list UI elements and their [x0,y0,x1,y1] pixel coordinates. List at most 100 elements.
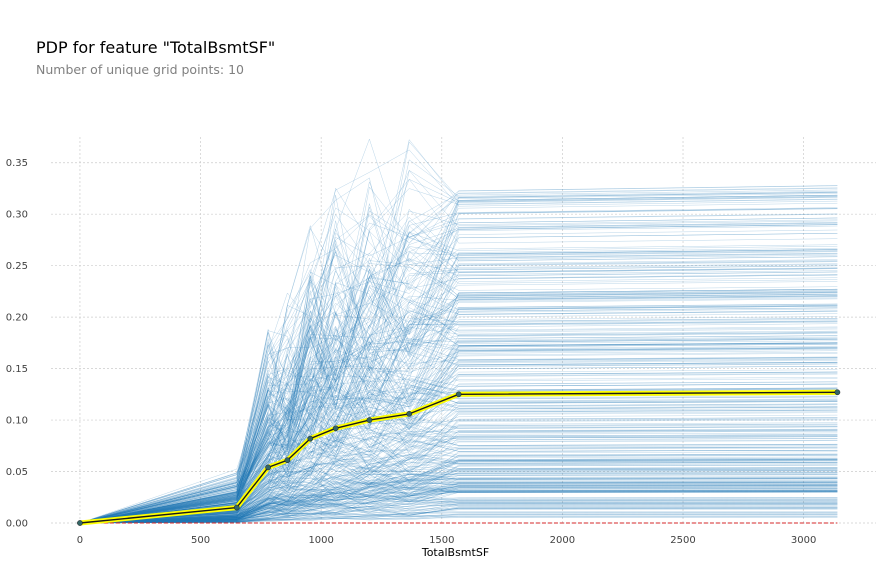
ice-line [79,189,838,524]
ice-line [79,438,838,524]
ice-line [79,323,838,524]
ice-line [79,373,838,524]
y-tick-label: 0.25 [6,261,28,272]
ice-line [79,237,838,524]
ice-line [79,485,838,524]
ice-line [79,417,838,524]
ice-line [79,473,838,524]
x-tick-label: 2500 [670,535,695,546]
ice-line [79,347,838,524]
ice-line [79,502,838,524]
pdp-point [406,411,413,417]
ice-line [79,488,838,524]
grid-layer [51,137,876,524]
ice-line [79,282,838,524]
ice-line [79,431,838,524]
ice-line [79,170,838,524]
ice-line [79,417,838,524]
ice-line [79,310,838,524]
ice-line [79,484,838,524]
ice-line [79,474,838,524]
ice-line [79,389,838,524]
ice-line [79,244,838,524]
ice-line [79,307,838,524]
ice-line [79,511,838,524]
ice-line [79,506,838,524]
ice-line [79,196,838,524]
ice-line [79,501,838,524]
ice-line [79,495,838,524]
ice-line [79,224,838,524]
ice-line [79,509,838,524]
ice-line [79,467,838,524]
y-tick-label: 0.00 [6,519,28,530]
ice-line [79,295,838,524]
ice-line [79,293,838,524]
ice-line [79,426,838,524]
ice-line [79,450,838,524]
ice-line [79,459,838,524]
ice-line [79,246,838,524]
ice-line [79,497,838,524]
ice-line [79,502,838,524]
ice-line [79,513,838,524]
ice-line [79,507,838,524]
ice-line [79,469,838,524]
ice-line [79,504,838,524]
ice-line [79,481,838,524]
ice-line [79,507,838,524]
ice-line [79,293,838,524]
ice-line [79,491,838,524]
ice-line [79,267,838,524]
ice-line [79,295,838,524]
ice-line [79,229,838,524]
ice-line [79,485,838,524]
x-tick-label: 500 [191,535,210,546]
ice-line [79,458,838,524]
ice-line [79,486,838,524]
ice-line [79,342,838,524]
ice-line [79,258,838,524]
ice-line [79,404,838,524]
ice-line [79,225,838,524]
ice-line [79,288,838,524]
ice-line [79,514,838,524]
ice-line [79,451,838,524]
ice-line [79,223,838,524]
ice-line [79,320,838,524]
ice-line [79,417,838,524]
ice-line [79,499,838,524]
ice-line [79,490,838,524]
ice-line [79,357,838,524]
pdp-line [79,391,838,524]
ice-line [79,318,838,524]
ice-line [79,465,838,524]
ice-line [79,491,838,524]
ice-line [79,265,838,524]
ice-line [79,515,838,524]
ice-line [79,385,838,524]
ice-line [79,507,838,524]
ice-line [79,210,838,524]
ice-line [79,194,838,524]
ice-line [79,231,838,524]
ice-line [79,445,838,524]
ice-line [79,478,838,524]
ice-line [79,470,838,524]
ice-line [79,479,838,524]
ice-line [79,178,838,524]
pdp-point [265,464,271,471]
ice-line [79,301,838,524]
ice-lines [79,138,838,524]
ice-line [79,250,838,524]
ice-line [79,358,838,524]
ice-line [79,186,838,524]
ice-line [79,267,838,524]
ice-line [79,433,838,524]
ice-line [79,210,838,524]
ice-line [79,512,838,524]
ice-line [79,268,838,524]
ice-line [79,472,838,524]
ice-line [79,438,838,524]
ice-line [79,488,838,524]
